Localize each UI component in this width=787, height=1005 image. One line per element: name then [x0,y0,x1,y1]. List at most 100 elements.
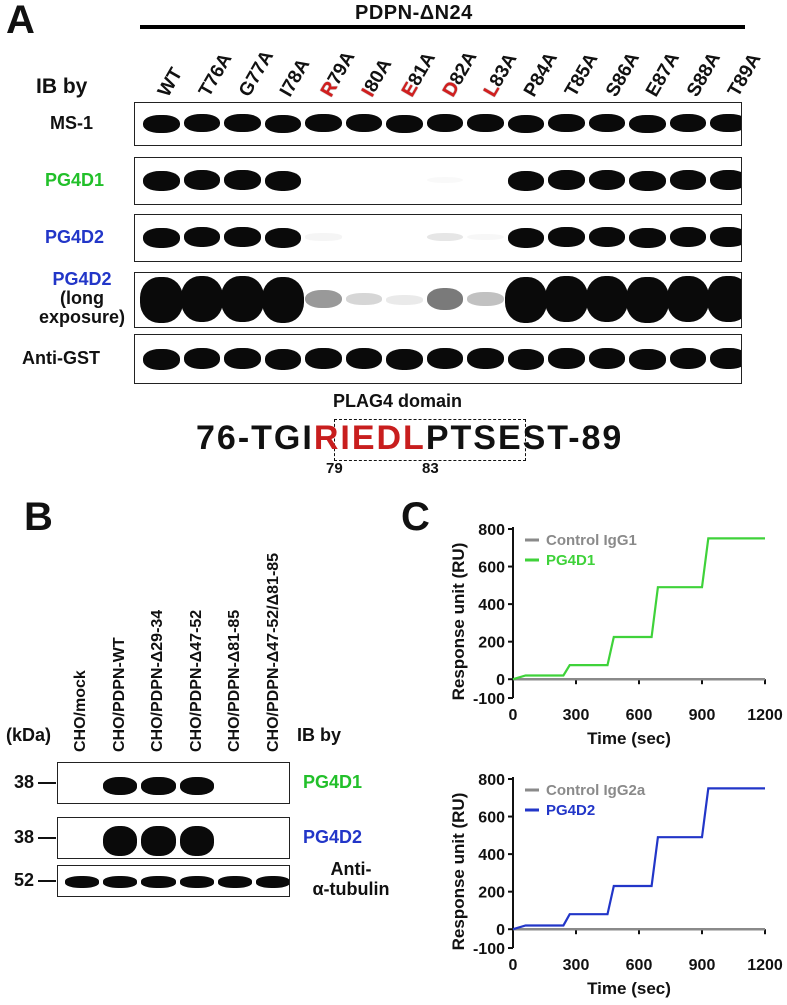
blot-band [669,347,706,369]
x-axis-label: Time (sec) [587,979,671,998]
blot-row [134,272,742,328]
blot-band [545,276,588,322]
lane-label-b: CHO/PDPN-Δ81-85 [226,609,243,752]
blot-band [666,276,709,322]
lane-label-a: D82A [439,48,482,101]
blot-row-label-line-b: α-tubulin [312,879,390,899]
blot-band [221,276,264,322]
lane-label-a: T85A [561,50,603,101]
blot-band [629,114,666,134]
blot-band [629,227,666,249]
series-line [512,537,765,681]
blot-band [143,114,180,134]
blot-band [224,169,261,191]
y-tick-label: 200 [478,885,505,902]
blot-band [140,277,183,323]
x-tick-label: 600 [626,707,653,724]
blot-row [134,214,742,262]
blot-band [224,226,261,248]
lane-label-text: I78A [276,55,315,101]
panel-a-letter: A [6,0,35,42]
lane-label-b: CHO/PDPN-WT [110,637,128,752]
kda-tick [38,782,56,784]
sequence-text: 76-TGIRIEDLPTSEST-89 [196,419,623,458]
x-tick-label: 0 [509,957,518,974]
lane-label-text: S88A [683,48,726,101]
blot-band [386,295,423,305]
blot-row-label-b: Anti-α-tubulin [296,859,406,899]
blot-band [626,277,669,323]
blot-band [669,226,706,248]
lane-label-a: I80A [358,55,397,101]
blot-row-label: Anti-GST [22,348,100,368]
construct-title: PDPN-ΔN24 [355,2,473,24]
blot-band [264,348,301,370]
blot-band-b [103,826,138,856]
kda-marker: 38 [14,827,35,847]
blot-band [183,347,220,369]
y-tick-label: 200 [478,635,505,652]
blot-row-b [57,762,290,804]
series-line [512,787,765,931]
lane-label-b: CHO/PDPN-Δ47-52/Δ81-85 [264,552,282,752]
blot-row-b [57,817,290,859]
lane-label-a: I78A [276,55,315,101]
lane-label-text: T76A [194,49,237,101]
blot-band [426,347,463,369]
blot-row-label-line: exposure) [38,307,126,327]
blot-band [224,113,261,133]
blot-band [629,348,666,370]
blot-band [710,226,741,248]
y-tick-label: 800 [478,772,505,789]
x-tick-label: 900 [689,957,716,974]
legend-label: PG4D1 [546,552,595,569]
lane-label-a: R79A [317,48,360,101]
blot-band [588,113,625,133]
blot-band-b [217,876,252,888]
lane-label-b: CHO/mock [72,670,89,752]
blot-row [134,157,742,205]
blot-band [386,114,423,134]
blot-band [467,291,504,307]
blot-band [180,276,223,322]
kda-tick [38,880,56,882]
blot-band [467,347,504,369]
blot-band [507,114,544,134]
blot-band [585,276,628,322]
blot-band [386,348,423,370]
y-tick-label: 400 [478,847,505,864]
blot-band [669,113,706,133]
blot-band [707,276,741,322]
lane-label-text: P84A [520,48,563,101]
seq-prefix: 76-TGI [196,419,314,457]
blot-band [183,169,220,191]
x-tick-label: 900 [689,707,716,724]
y-tick-label: 800 [478,522,505,539]
kda-marker: 52 [14,870,35,890]
blot-band-b [103,876,138,888]
blot-row-label: PG4D1 [45,170,105,190]
blot-band [143,227,180,249]
kda-label: (kDa) [6,725,52,745]
blot-band [426,287,463,311]
blot-row-label-b: PG4D1 [303,772,363,792]
lane-label-text: T89A [723,49,766,101]
blot-row-label-line-b: Anti- [330,859,372,879]
domain-box [334,419,526,461]
y-tick-label: 600 [478,810,505,827]
blot-band [264,114,301,134]
ib-by-label-a: IB by [36,75,88,98]
construct-bracket-line [140,25,745,29]
legend-label: Control IgG1 [546,532,637,549]
kda-tick [38,837,56,839]
ib-by-label-b: IB by [297,725,342,745]
lane-label-a: P84A [520,49,563,101]
blot-band [224,347,261,369]
blot-band [629,170,666,192]
position-83: 83 [422,460,439,477]
panel-c-letter: C [401,495,430,539]
blot-band-b [141,876,176,888]
blot-row [134,102,742,146]
